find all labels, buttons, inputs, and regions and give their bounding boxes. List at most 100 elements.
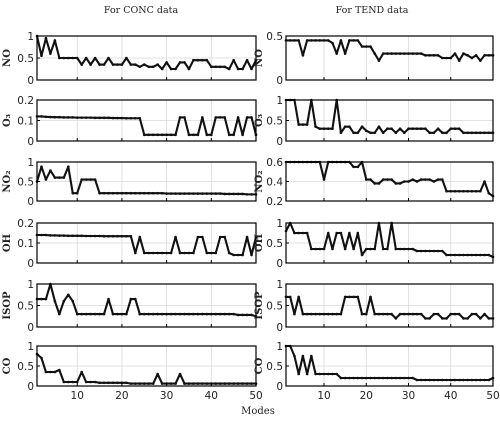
- panel-tend-oh-point: [343, 247, 347, 251]
- panel-conc-no-point: [147, 65, 151, 69]
- panel-tend-oh-ylabel: OH: [254, 234, 265, 252]
- panel-conc-isop-point: [98, 312, 101, 316]
- panel-tend-isop-point: [293, 312, 296, 316]
- panel-conc-o3-point: [218, 116, 222, 119]
- panel-tend-co-point: [352, 376, 355, 380]
- panel-tend-no-point: [343, 52, 347, 55]
- panel-conc-oh-point: [241, 253, 244, 257]
- panel-conc-oh-point: [44, 233, 48, 237]
- panel-conc-co-point: [245, 382, 249, 385]
- panel-tend-no-point: [441, 56, 444, 60]
- panel-tend-isop-point: [407, 312, 410, 316]
- panel-tend-co-xtick-label: 10: [317, 390, 330, 402]
- panel-tend-isop-point: [411, 312, 415, 316]
- panel-conc-isop-ytick-label: 0.5: [17, 300, 34, 312]
- panel-tend-isop-point: [436, 312, 440, 316]
- panel-conc-co-point: [196, 382, 200, 385]
- panel-tend-o3-point: [305, 123, 309, 126]
- panel-conc-isop-point: [40, 297, 43, 301]
- panel-conc-o3-point: [134, 116, 137, 120]
- panel-tend-co-ylabel: CO: [254, 357, 265, 374]
- panel-tend-o3-point: [445, 131, 448, 135]
- panel-conc-isop: 0 0.5 1 ISOP: [2, 279, 258, 334]
- panel-conc-no2-point: [129, 191, 133, 195]
- panel-tend-co-xtick-label: 40: [444, 390, 457, 402]
- panel-tend-no-point: [436, 54, 440, 57]
- panel-conc-o3-point: [66, 116, 70, 119]
- panel-conc-no-series-line: [35, 35, 257, 71]
- panel-tend-no-point: [314, 39, 317, 42]
- panel-conc-no-point: [84, 56, 88, 60]
- panel-tend-oh: 0 0.5 1 OH: [254, 218, 495, 270]
- panel-conc-oh-point: [196, 235, 200, 239]
- panel-conc-no2-point: [187, 192, 191, 195]
- panel-tend-oh-point: [436, 249, 440, 253]
- x-axis-label: Modes: [241, 406, 275, 417]
- panel-tend-o3-point: [466, 131, 469, 135]
- panel-conc-co-point: [107, 381, 110, 385]
- panel-conc-isop-point: [245, 313, 249, 317]
- panel-tend-no-point: [335, 52, 338, 55]
- panel-tend-no-point: [470, 56, 474, 60]
- panel-conc-no-point: [93, 56, 97, 60]
- panel-conc-isop-point: [84, 312, 88, 316]
- panel-conc-co-point: [71, 380, 75, 384]
- panel-conc-no-point: [196, 58, 200, 62]
- panel-conc-co-point: [40, 356, 43, 360]
- panel-tend-co-point: [293, 354, 296, 358]
- panel-tend-o3-point: [373, 131, 377, 135]
- panel-conc-co-point: [236, 382, 240, 385]
- panel-tend-no2-point: [402, 180, 406, 183]
- panel-tend-oh-point: [479, 253, 482, 257]
- panel-conc-isop-point: [93, 312, 97, 316]
- panel-conc-o3-point: [156, 133, 159, 137]
- panel-conc-no-point: [174, 67, 177, 71]
- panel-tend-oh-point: [339, 231, 343, 235]
- panel-conc-no-point: [89, 63, 92, 66]
- panel-conc-co-point: [151, 382, 155, 385]
- panel-tend-oh-point: [415, 249, 419, 253]
- panel-conc-no-point: [192, 58, 195, 62]
- panel-conc-no2-point: [232, 192, 235, 196]
- panel-tend-oh-point: [457, 253, 461, 257]
- panel-conc-no2-point: [250, 193, 253, 196]
- panel-conc-oh-ytick-label: 0.2: [17, 218, 34, 230]
- panel-conc-isop-point: [178, 312, 182, 316]
- panel-tend-oh-point: [419, 249, 423, 253]
- panel-conc-o3-ytick-label: 0.1: [17, 115, 34, 127]
- panel-conc-isop-point: [134, 297, 137, 301]
- column-title-tend: For TEND data: [336, 5, 409, 16]
- panel-tend-o3-point: [479, 131, 482, 135]
- panel-tend-no2-point: [474, 189, 478, 193]
- panel-tend-oh-point: [428, 249, 431, 253]
- panel-tend-isop-point: [487, 317, 491, 320]
- panel-tend-oh-point: [394, 247, 398, 251]
- panel-conc-no2-point: [151, 191, 155, 195]
- panel-conc-no-point: [205, 58, 209, 62]
- panel-conc-no2-ytick-label: 1: [27, 157, 34, 169]
- panel-tend-o3-point: [369, 131, 372, 135]
- panel-conc-no2-point: [183, 192, 186, 195]
- panel-tend-no-point: [326, 39, 330, 42]
- panel-tend-isop-point: [326, 312, 330, 316]
- panel-conc-isop-point: [165, 312, 168, 316]
- panel-conc-no-point: [142, 63, 146, 66]
- panel-conc-oh-point: [58, 234, 61, 237]
- panel-tend-isop-point: [381, 312, 385, 316]
- panel-conc-no-point: [241, 67, 244, 71]
- panel-tend-no-point: [394, 52, 398, 55]
- panel-conc-oh-point: [227, 251, 231, 255]
- panel-conc-no-ytick-label: 0.5: [17, 53, 34, 65]
- panel-tend-oh-point: [407, 247, 410, 251]
- panel-tend-isop-point: [424, 317, 427, 320]
- panel-tend-isop-point: [470, 312, 474, 316]
- panel-tend-no2-point: [369, 178, 372, 181]
- panel-tend-no2-point: [407, 180, 410, 183]
- panel-tend-isop-point: [457, 312, 461, 316]
- panel-tend-oh-point: [369, 247, 372, 251]
- panel-tend-o3-point: [432, 131, 436, 135]
- panel-conc-o3-point: [120, 116, 124, 120]
- panel-conc-no-point: [156, 63, 159, 66]
- panel-conc-o3-point: [44, 115, 48, 119]
